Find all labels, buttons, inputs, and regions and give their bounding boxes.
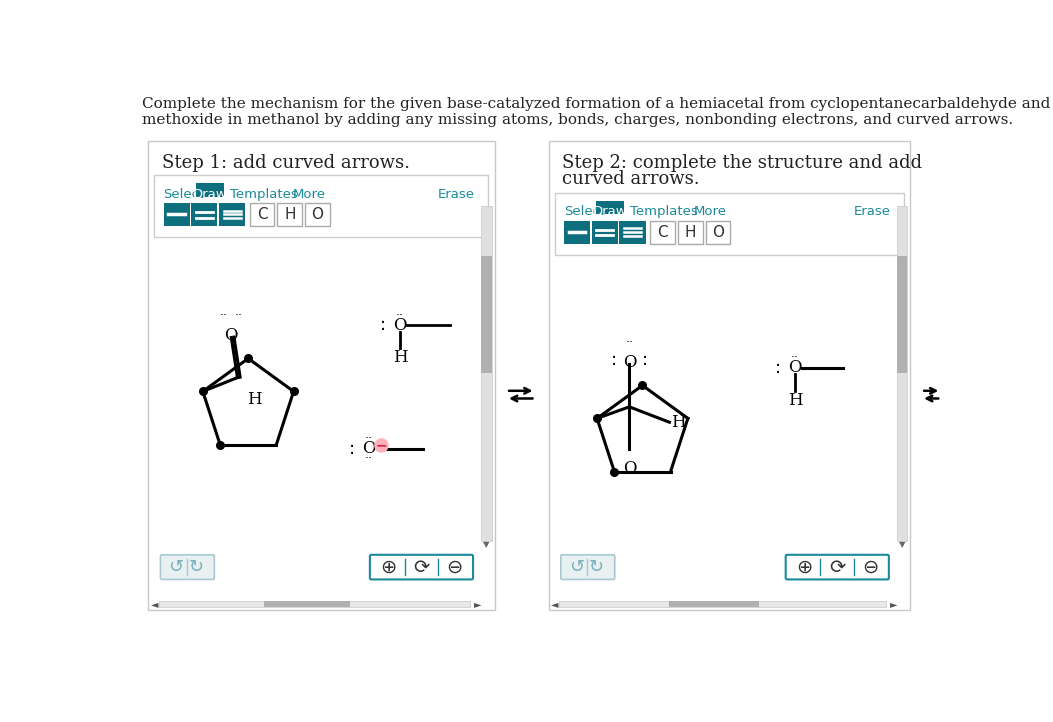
Text: Step 2: complete the structure and add: Step 2: complete the structure and add	[562, 155, 922, 173]
Text: O: O	[788, 359, 801, 376]
Text: O: O	[393, 317, 406, 334]
Bar	[481, 206, 492, 541]
Text: ··: ··	[365, 432, 373, 445]
Text: :: :	[350, 440, 355, 458]
Bar	[305, 203, 330, 226]
Text: Draw: Draw	[193, 188, 227, 201]
Bar	[559, 601, 886, 607]
Text: ⟳: ⟳	[829, 557, 846, 577]
Text: :: :	[641, 351, 648, 369]
Text: −: −	[376, 438, 388, 453]
Circle shape	[375, 439, 388, 452]
Text: curved arrows.: curved arrows.	[562, 170, 700, 188]
Text: O: O	[712, 225, 723, 240]
FancyBboxPatch shape	[370, 554, 473, 580]
Bar	[250, 203, 275, 226]
Text: ▼: ▼	[483, 540, 490, 549]
Text: :: :	[775, 359, 781, 377]
Text: O: O	[312, 207, 323, 222]
Bar	[263, 601, 350, 607]
Text: C: C	[657, 225, 668, 240]
Text: ··: ··	[365, 452, 373, 465]
Text: More: More	[693, 205, 727, 218]
Bar	[678, 221, 702, 244]
FancyBboxPatch shape	[160, 554, 215, 580]
Text: H: H	[684, 225, 696, 240]
Text: ►: ►	[890, 599, 897, 609]
Text: ⊕: ⊕	[796, 557, 812, 577]
FancyBboxPatch shape	[786, 554, 889, 580]
Text: O: O	[622, 354, 636, 370]
Text: ►: ►	[474, 599, 481, 609]
Bar	[155, 175, 489, 237]
Text: ··: ··	[396, 309, 404, 322]
Text: methoxide in methanol by adding any missing atoms, bonds, charges, nonbonding el: methoxide in methanol by adding any miss…	[142, 113, 1013, 127]
Text: ⊕: ⊕	[380, 557, 397, 577]
Bar	[278, 203, 302, 226]
Text: ··: ··	[791, 351, 799, 364]
Bar	[669, 601, 759, 607]
Text: O: O	[362, 440, 376, 457]
Bar	[192, 203, 217, 226]
Bar	[592, 221, 618, 244]
Text: ◄: ◄	[151, 599, 158, 609]
Bar	[148, 141, 495, 610]
Text: O: O	[224, 327, 238, 344]
Text: Complete the mechanism for the given base-catalyzed formation of a hemiacetal fr: Complete the mechanism for the given bas…	[142, 97, 1053, 111]
Text: ⟳: ⟳	[413, 557, 430, 577]
Bar	[159, 601, 470, 607]
Bar	[196, 183, 223, 197]
Text: H: H	[672, 414, 686, 431]
Text: ↻: ↻	[188, 558, 203, 576]
Bar	[481, 256, 492, 373]
Text: Step 1: add curved arrows.: Step 1: add curved arrows.	[162, 155, 410, 173]
Bar	[619, 221, 645, 244]
Text: ◄: ◄	[551, 599, 558, 609]
Text: H: H	[393, 349, 408, 366]
Bar	[896, 256, 908, 373]
Text: Templates: Templates	[230, 188, 298, 201]
Text: :: :	[380, 316, 386, 334]
Text: More: More	[293, 188, 325, 201]
Text: ↺: ↺	[168, 558, 183, 576]
Text: Select: Select	[163, 188, 204, 201]
Text: ⊖: ⊖	[862, 557, 878, 577]
Text: Draw: Draw	[593, 205, 628, 218]
Bar	[219, 203, 245, 226]
Text: H: H	[788, 391, 802, 409]
Text: Erase: Erase	[853, 205, 891, 218]
Bar	[555, 193, 905, 254]
Bar	[596, 201, 624, 214]
Bar	[549, 141, 911, 610]
Text: ··: ··	[625, 336, 634, 349]
Text: C: C	[257, 207, 267, 222]
Bar	[650, 221, 675, 244]
FancyBboxPatch shape	[561, 554, 615, 580]
Text: ↺: ↺	[569, 558, 583, 576]
Text: ··: ··	[235, 310, 243, 323]
Bar	[564, 221, 590, 244]
Text: Templates: Templates	[630, 205, 698, 218]
Bar	[163, 203, 190, 226]
Text: ↻: ↻	[589, 558, 603, 576]
Text: H: H	[247, 391, 262, 408]
Text: H: H	[284, 207, 296, 222]
Text: ▼: ▼	[898, 540, 906, 549]
Text: ··: ··	[220, 310, 227, 323]
Text: O: O	[622, 460, 636, 477]
Bar	[706, 221, 730, 244]
Text: :: :	[611, 351, 617, 369]
Bar	[896, 206, 908, 541]
Text: ⊖: ⊖	[446, 557, 462, 577]
Text: Select: Select	[564, 205, 605, 218]
Text: Erase: Erase	[438, 188, 475, 201]
